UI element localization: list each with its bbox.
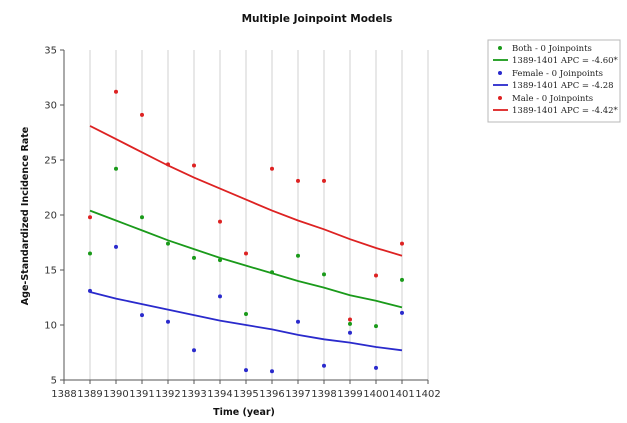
male-fit-line: [89, 125, 403, 257]
male-legend-label: Male - 0 Joinpoints: [512, 94, 593, 104]
female-point: [166, 319, 170, 324]
female-point: [296, 319, 300, 324]
grid-lines: [89, 50, 429, 380]
x-tick-label: 1393: [181, 389, 206, 400]
x-tick-label: 1392: [155, 389, 180, 400]
female-point: [374, 365, 378, 370]
female-point: [140, 313, 144, 318]
both-point: [192, 255, 196, 260]
both-point: [166, 241, 170, 246]
x-tick-label: 1398: [311, 389, 336, 400]
y-axis-label: Age-Standardized Incidence Rate: [20, 127, 31, 305]
legend: Both - 0 Joinpoints 1389-1401 APC = -4.60…: [487, 39, 621, 123]
x-tick-label: 1394: [207, 389, 232, 400]
male-legend-fit-label: 1389-1401 APC = -4.42*: [512, 106, 619, 116]
female-point: [244, 368, 248, 373]
x-tick-label: 1401: [389, 389, 414, 400]
both-point: [114, 166, 118, 171]
plot-area: 1388 1389 1390 1391 1392 1393 1394 1395 1396 1397…: [44, 46, 440, 401]
both-point: [296, 253, 300, 258]
x-tick-label: 1390: [103, 389, 128, 400]
male-legend-marker: [498, 96, 502, 100]
female-point: [88, 288, 92, 293]
y-tick-label: 30: [44, 101, 57, 112]
both-legend-fit-label: 1389-1401 APC = -4.60*: [512, 56, 619, 66]
x-tick-label: 1400: [363, 389, 388, 400]
both-point: [270, 270, 274, 275]
female-point: [270, 369, 274, 374]
x-tick-label: 1395: [233, 389, 258, 400]
male-point: [270, 166, 274, 171]
both-point: [374, 324, 378, 329]
male-point: [296, 178, 300, 183]
both-fit-line: [89, 209, 403, 309]
y-tick-label: 10: [44, 321, 57, 332]
y-tick-label: 25: [44, 156, 57, 167]
x-tick-label: 1397: [285, 389, 310, 400]
female-point: [322, 363, 326, 368]
male-point: [348, 317, 352, 322]
y-axis-ticks: 5 10 15 20 25 30 35: [44, 46, 64, 387]
x-axis-ticks: 1388 1389 1390 1391 1392 1393 1394 1395 1396 1397…: [51, 380, 441, 400]
male-point: [218, 219, 222, 224]
male-point: [166, 162, 170, 167]
female-point: [218, 294, 222, 299]
both-point: [140, 215, 144, 220]
legend-box: [487, 39, 621, 123]
x-tick-label: 1402: [415, 389, 440, 400]
x-tick-label: 1389: [77, 389, 102, 400]
male-point: [88, 215, 92, 220]
female-point: [114, 244, 118, 249]
y-tick-label: 20: [44, 211, 57, 222]
x-axis-label: Time (year): [213, 407, 275, 418]
both-point: [400, 277, 404, 282]
female-legend-fit-label: 1389-1401 APC = -4.28: [512, 81, 614, 91]
observed-points: [88, 89, 404, 374]
male-point: [322, 178, 326, 183]
both-point: [322, 272, 326, 277]
y-tick-label: 15: [44, 266, 57, 277]
fit-lines: [89, 125, 403, 352]
female-point: [192, 348, 196, 353]
male-point: [114, 89, 118, 94]
x-tick-label: 1391: [129, 389, 154, 400]
chart-title: Multiple Joinpoint Models: [242, 13, 393, 25]
male-point: [192, 163, 196, 168]
y-tick-label: 35: [44, 46, 57, 57]
both-point: [88, 251, 92, 256]
male-point: [140, 112, 144, 117]
male-point: [244, 251, 248, 256]
both-point: [218, 258, 222, 263]
both-legend-marker: [498, 46, 502, 50]
both-point: [348, 321, 352, 326]
x-tick-label: 1396: [259, 389, 284, 400]
x-tick-label: 1399: [337, 389, 362, 400]
y-tick-label: 5: [51, 376, 57, 387]
female-point: [348, 330, 352, 335]
female-legend-label: Female - 0 Joinpoints: [512, 69, 603, 79]
both-point: [244, 312, 248, 316]
female-point: [400, 310, 404, 315]
female-legend-marker: [498, 71, 502, 75]
female-fit-line: [89, 291, 403, 352]
x-tick-label: 1388: [51, 389, 76, 400]
male-point: [374, 273, 378, 278]
male-point: [400, 241, 404, 246]
both-legend-label: Both - 0 Joinpoints: [512, 44, 592, 54]
